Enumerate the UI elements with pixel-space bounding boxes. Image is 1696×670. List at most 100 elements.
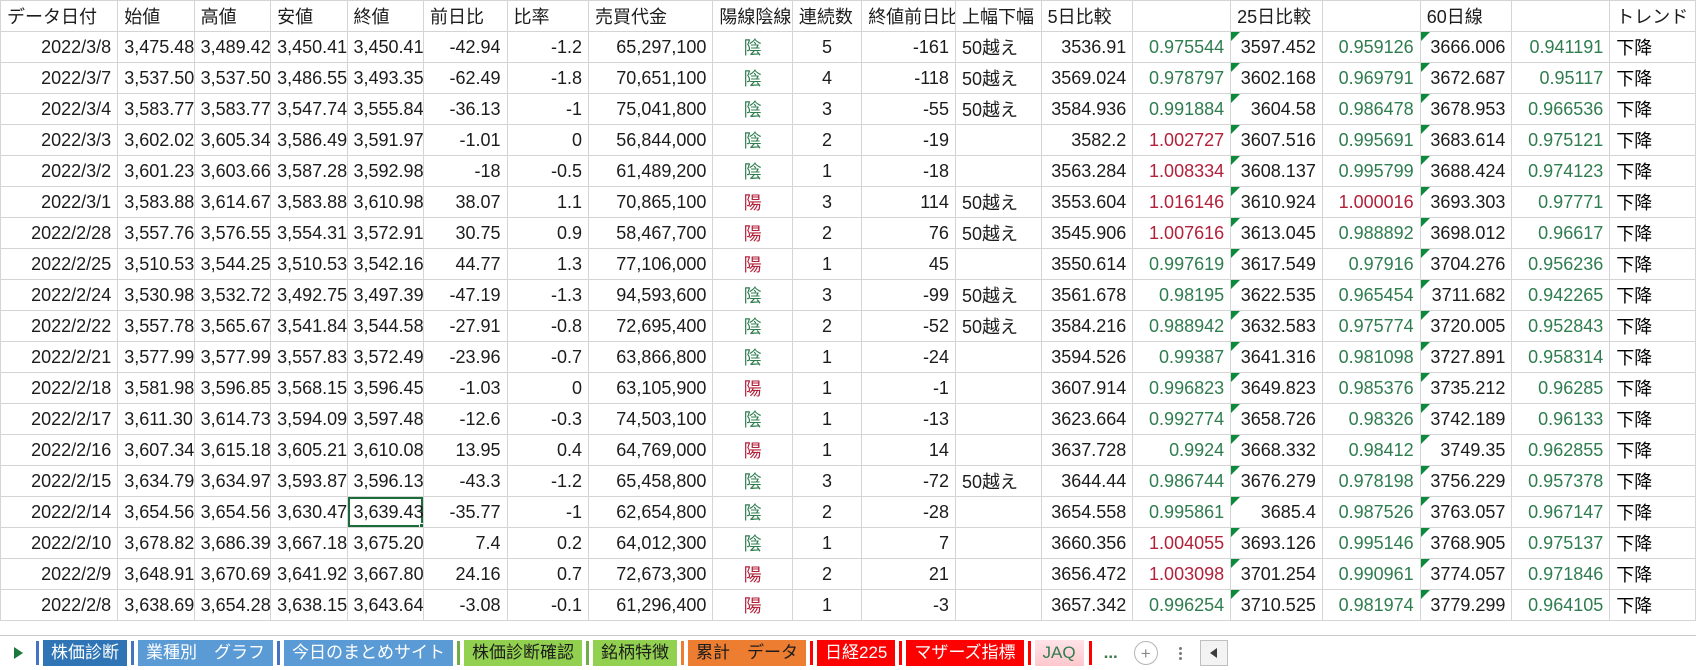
cell-chg[interactable]: -27.91 (422, 310, 508, 342)
cell-chg[interactable]: -47.19 (422, 279, 508, 311)
cell-run[interactable]: 1 (791, 527, 863, 559)
cell-open[interactable]: 3,678.82 (117, 527, 195, 559)
cell-candle[interactable]: 陰 (712, 124, 793, 156)
cell-ma60r[interactable]: 0.96133 (1511, 403, 1611, 435)
cell-ma5[interactable]: 3654.558 (1040, 496, 1134, 528)
cell-low[interactable]: 3,486.55 (270, 62, 348, 94)
cell-chg[interactable]: -62.49 (422, 62, 508, 94)
cell-date[interactable]: 2022/2/21 (0, 341, 119, 373)
cell-ratio[interactable]: 0.7 (506, 558, 590, 590)
column-header-band[interactable]: 上幅下幅 (954, 0, 1042, 32)
cell-ma60r[interactable]: 0.952843 (1511, 310, 1611, 342)
cell-trend[interactable]: 下降 (1609, 403, 1696, 435)
column-header-low[interactable]: 安値 (270, 0, 348, 32)
cell-low[interactable]: 3,594.09 (270, 403, 348, 435)
column-header-ma60[interactable]: 60日線 (1419, 0, 1513, 32)
cell-ma5r[interactable]: 0.988942 (1132, 310, 1232, 342)
cell-candle[interactable]: 陰 (712, 62, 793, 94)
column-header-high[interactable]: 高値 (193, 0, 272, 32)
cell-ratio[interactable]: -0.3 (506, 403, 590, 435)
cell-ma60r[interactable]: 0.971846 (1511, 558, 1611, 590)
cell-ma25[interactable]: 3622.535 (1230, 279, 1323, 311)
cell-date[interactable]: 2022/2/8 (0, 589, 119, 621)
cell-trend[interactable]: 下降 (1609, 372, 1696, 404)
cell-trend[interactable]: 下降 (1609, 341, 1696, 373)
cell-chg[interactable]: 30.75 (422, 217, 508, 249)
play-right-icon[interactable] (14, 647, 23, 659)
cell-date[interactable]: 2022/3/4 (0, 93, 119, 125)
cell-ratio[interactable]: -0.8 (506, 310, 590, 342)
cell-ma60[interactable]: 3678.953 (1419, 93, 1513, 125)
cell-chg[interactable]: -3.08 (422, 589, 508, 621)
cell-ma25[interactable]: 3701.254 (1230, 558, 1323, 590)
cell-ma60r[interactable]: 0.967147 (1511, 496, 1611, 528)
cell-ma60[interactable]: 3693.303 (1419, 186, 1513, 218)
cell-band[interactable]: 50越え (954, 310, 1042, 342)
sheet-tab-1[interactable]: 業種別 グラフ (138, 640, 273, 666)
cell-date[interactable]: 2022/2/22 (0, 310, 119, 342)
cell-ma25r[interactable]: 0.97916 (1321, 248, 1421, 280)
cell-ma5[interactable]: 3584.216 (1040, 310, 1134, 342)
cell-date[interactable]: 2022/2/15 (0, 465, 119, 497)
cell-ratio[interactable]: 0.4 (506, 434, 590, 466)
cell-run[interactable]: 2 (791, 496, 863, 528)
cell-low[interactable]: 3,554.31 (270, 217, 348, 249)
cell-value[interactable]: 77,106,000 (588, 248, 714, 280)
cell-ma60[interactable]: 3763.057 (1419, 496, 1513, 528)
cell-trend[interactable]: 下降 (1609, 589, 1696, 621)
cell-value[interactable]: 56,844,000 (588, 124, 714, 156)
cell-ma5r[interactable]: 0.992774 (1132, 403, 1232, 435)
cell-ma25[interactable]: 3641.316 (1230, 341, 1323, 373)
cell-chg[interactable]: 24.16 (422, 558, 508, 590)
cell-close[interactable]: 3,497.39 (346, 279, 424, 311)
cell-low[interactable]: 3,450.41 (270, 31, 348, 63)
cell-run[interactable]: 5 (791, 31, 863, 63)
cell-ma60r[interactable]: 0.958314 (1511, 341, 1611, 373)
cell-trend[interactable]: 下降 (1609, 155, 1696, 187)
sheet-tab-5[interactable]: 累計 データ (688, 640, 806, 666)
cell-candle[interactable]: 陰 (712, 403, 793, 435)
column-header-ma60r[interactable] (1511, 0, 1611, 32)
cell-ma60[interactable]: 3756.229 (1419, 465, 1513, 497)
cell-open[interactable]: 3,581.98 (117, 372, 195, 404)
cell-ma60r[interactable]: 0.974123 (1511, 155, 1611, 187)
cell-value[interactable]: 64,012,300 (588, 527, 714, 559)
cell-ratio[interactable]: 1.1 (506, 186, 590, 218)
cell-high[interactable]: 3,577.99 (193, 341, 272, 373)
cell-ratio[interactable]: 0 (506, 372, 590, 404)
cell-candle[interactable]: 陰 (712, 279, 793, 311)
cell-close[interactable]: 3,572.91 (346, 217, 424, 249)
cell-value[interactable]: 61,296,400 (588, 589, 714, 621)
cell-ma25[interactable]: 3607.516 (1230, 124, 1323, 156)
cell-ma5r[interactable]: 1.002727 (1132, 124, 1232, 156)
cell-trend[interactable]: 下降 (1609, 248, 1696, 280)
cell-high[interactable]: 3,565.67 (193, 310, 272, 342)
cell-date[interactable]: 2022/2/14 (0, 496, 119, 528)
cell-ma5[interactable]: 3550.614 (1040, 248, 1134, 280)
cell-ma25r[interactable]: 0.969791 (1321, 62, 1421, 94)
cell-ma60r[interactable]: 0.942265 (1511, 279, 1611, 311)
cell-close[interactable]: 3,667.80 (346, 558, 424, 590)
cell-candle[interactable]: 陽 (712, 217, 793, 249)
cell-date[interactable]: 2022/2/9 (0, 558, 119, 590)
cell-high[interactable]: 3,605.34 (193, 124, 272, 156)
cell-ma25[interactable]: 3676.279 (1230, 465, 1323, 497)
cell-closediff[interactable]: 7 (861, 527, 956, 559)
cell-trend[interactable]: 下降 (1609, 558, 1696, 590)
cell-ratio[interactable]: -1.2 (506, 31, 590, 63)
cell-closediff[interactable]: -55 (861, 93, 956, 125)
cell-value[interactable]: 75,041,800 (588, 93, 714, 125)
cell-ma60[interactable]: 3720.005 (1419, 310, 1513, 342)
cell-ma5[interactable]: 3582.2 (1040, 124, 1134, 156)
cell-chg[interactable]: -1.01 (422, 124, 508, 156)
cell-ma25[interactable]: 3604.58 (1230, 93, 1323, 125)
tab-nav-arrows[interactable] (0, 647, 33, 659)
cell-ratio[interactable]: -1 (506, 93, 590, 125)
cell-ma25r[interactable]: 0.98412 (1321, 434, 1421, 466)
cell-high[interactable]: 3,603.66 (193, 155, 272, 187)
cell-trend[interactable]: 下降 (1609, 496, 1696, 528)
add-sheet-button[interactable]: + (1133, 641, 1158, 665)
cell-open[interactable]: 3,601.23 (117, 155, 195, 187)
cell-open[interactable]: 3,557.76 (117, 217, 195, 249)
cell-band[interactable] (954, 248, 1042, 280)
